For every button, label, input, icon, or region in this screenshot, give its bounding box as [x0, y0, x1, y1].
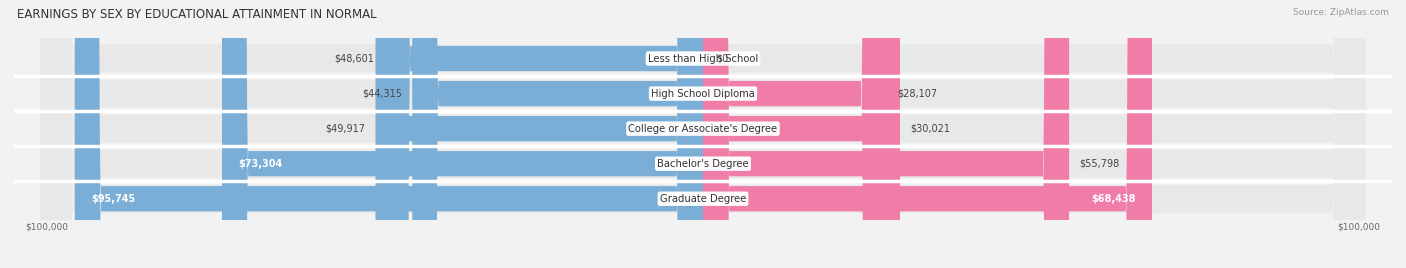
FancyBboxPatch shape [41, 0, 1365, 268]
FancyBboxPatch shape [412, 0, 703, 268]
Text: $30,021: $30,021 [910, 124, 950, 134]
Text: $44,315: $44,315 [363, 89, 402, 99]
Text: Less than High School: Less than High School [648, 54, 758, 64]
FancyBboxPatch shape [703, 0, 1152, 268]
Text: $95,745: $95,745 [91, 194, 135, 204]
Text: $0: $0 [716, 54, 728, 64]
FancyBboxPatch shape [41, 0, 1365, 268]
FancyBboxPatch shape [703, 0, 1069, 268]
Text: $68,438: $68,438 [1091, 194, 1136, 204]
Text: Bachelor's Degree: Bachelor's Degree [657, 159, 749, 169]
Text: $73,304: $73,304 [239, 159, 283, 169]
Text: $55,798: $55,798 [1078, 159, 1119, 169]
FancyBboxPatch shape [41, 0, 1365, 268]
Text: College or Associate's Degree: College or Associate's Degree [628, 124, 778, 134]
FancyBboxPatch shape [703, 0, 887, 268]
FancyBboxPatch shape [384, 0, 703, 268]
Text: EARNINGS BY SEX BY EDUCATIONAL ATTAINMENT IN NORMAL: EARNINGS BY SEX BY EDUCATIONAL ATTAINMEN… [17, 8, 377, 21]
FancyBboxPatch shape [375, 0, 703, 268]
FancyBboxPatch shape [75, 0, 703, 268]
FancyBboxPatch shape [703, 0, 900, 268]
Text: Source: ZipAtlas.com: Source: ZipAtlas.com [1294, 8, 1389, 17]
Text: $49,917: $49,917 [326, 124, 366, 134]
Text: $28,107: $28,107 [897, 89, 938, 99]
Text: High School Diploma: High School Diploma [651, 89, 755, 99]
Text: $48,601: $48,601 [335, 54, 374, 64]
FancyBboxPatch shape [41, 0, 1365, 268]
FancyBboxPatch shape [222, 0, 703, 268]
Text: Graduate Degree: Graduate Degree [659, 194, 747, 204]
FancyBboxPatch shape [41, 0, 1365, 268]
